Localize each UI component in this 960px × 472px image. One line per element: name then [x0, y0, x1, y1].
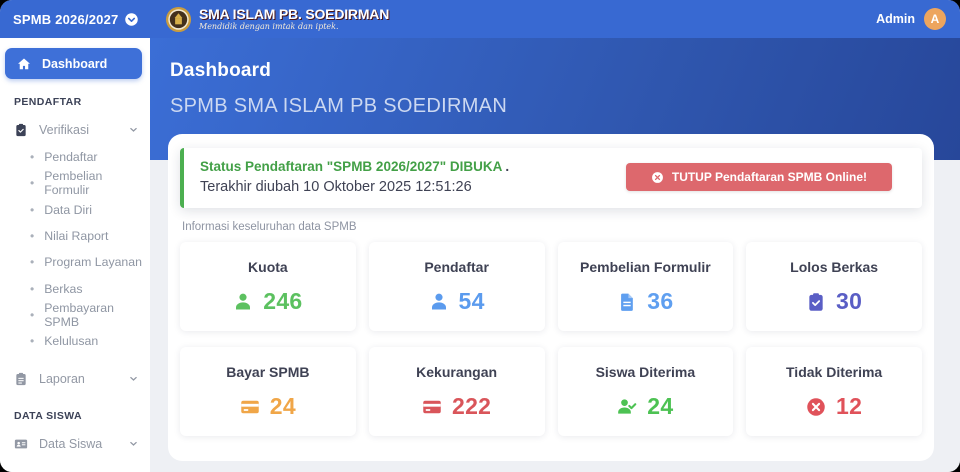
school-emblem-icon — [165, 6, 192, 33]
sidebar-subitem[interactable]: • Kelulusan — [0, 328, 150, 354]
sidebar-item-data-siswa[interactable]: Data Siswa — [14, 435, 138, 453]
content-panel: Status Pendaftaran "SPMB 2026/2027" DIBU… — [168, 134, 934, 461]
chevron-down-icon — [129, 370, 138, 388]
file-icon — [617, 292, 637, 312]
clipboard-check-icon — [16, 123, 26, 137]
sidebar-item-label: Data Siswa — [39, 437, 103, 452]
stat-value: 36 — [647, 288, 674, 314]
status-updated-text: Terakhir diubah 10 Oktober 2025 12:51:26 — [200, 179, 472, 195]
chevron-down-icon — [129, 435, 138, 453]
home-icon — [18, 58, 30, 69]
status-text: Status Pendaftaran "SPMB 2026/2027" DIBU… — [200, 159, 510, 174]
sidebar-section-data-siswa: DATA SISWA — [14, 410, 82, 423]
user-icon — [429, 292, 449, 312]
stat-value: 24 — [269, 393, 296, 419]
brand-title: SPMB 2026/2027 — [13, 11, 119, 27]
sidebar-subitem-label: Pendaftar — [44, 150, 98, 165]
clipboard-check-icon — [806, 292, 826, 312]
close-registration-button[interactable]: TUTUP Pendaftaran SPMB Online! — [625, 163, 892, 191]
page-title: Dashboard — [170, 60, 272, 81]
sidebar-subitem-label: Pembelian Formulir — [44, 169, 103, 198]
school-logo: SMA ISLAM PB. SOEDIRMAN Mendidik dengan … — [165, 6, 389, 33]
stat-value: 54 — [458, 288, 485, 314]
bullet-icon: • — [30, 307, 35, 322]
verifikasi-submenu: • Pendaftar • Pembelian Formulir • Data … — [0, 144, 150, 354]
sidebar-section-pendaftar: PENDAFTAR — [14, 96, 82, 108]
sidebar-subitem-label: Berkas — [44, 281, 83, 296]
sidebar-subitem[interactable]: • Pendaftar — [0, 144, 150, 170]
stat-value: 24 — [647, 393, 674, 419]
user-icon — [233, 292, 253, 312]
bullet-icon: • — [30, 229, 35, 244]
stat-title: Kuota — [248, 259, 288, 275]
bullet-icon: • — [30, 255, 35, 270]
sidebar-subitem-label: Nilai Raport — [44, 229, 109, 244]
bullet-icon: • — [30, 202, 35, 217]
sidebar-subitem-label: Data Diri — [44, 202, 93, 217]
stat-card: Bayar SPMB 24 — [180, 347, 356, 436]
stat-title: Lolos Berkas — [790, 259, 879, 275]
stat-card: Lolos Berkas 30 — [746, 242, 922, 331]
sidebar-subitem[interactable]: • Berkas — [0, 275, 150, 301]
logo-tagline: Mendidik dengan imtak dan iptek. — [199, 22, 339, 31]
clipboard-icon — [16, 373, 26, 386]
circle-chevron-down-icon[interactable] — [124, 12, 139, 27]
stat-title: Pembelian Formulir — [580, 259, 711, 275]
stat-card: Pembelian Formulir 36 — [557, 242, 734, 331]
bullet-icon: • — [30, 176, 35, 191]
brand-box: SPMB 2026/2027 — [0, 0, 150, 38]
sidebar-subitem-label: Pembayaran SPMB — [44, 300, 114, 329]
sidebar-subitem-label: Program Layanan — [44, 255, 142, 270]
sidebar-subitem[interactable]: • Data Diri — [0, 197, 150, 223]
stat-value: 30 — [836, 288, 863, 314]
chevron-down-icon — [129, 121, 138, 139]
credit-card-icon — [422, 397, 442, 417]
close-registration-label: TUTUP Pendaftaran SPMB Online! — [671, 170, 867, 184]
sidebar-subitem-label: Kelulusan — [44, 334, 99, 349]
stat-title: Kekurangan — [416, 364, 498, 380]
stat-title: Pendaftar — [424, 259, 489, 275]
stat-value: 222 — [451, 393, 492, 419]
sidebar-subitem[interactable]: • Pembayaran SPMB — [0, 300, 150, 329]
stat-title: Bayar SPMB — [226, 364, 310, 380]
sidebar-item-verifikasi[interactable]: Verifikasi — [14, 121, 138, 139]
logo-title: SMA ISLAM PB. SOEDIRMAN — [199, 6, 390, 22]
sidebar-subitem[interactable]: • Program Layanan — [0, 249, 150, 275]
stats-grid: Kuota 246 Pendaftar 54 Pembelian Formuli… — [180, 242, 922, 436]
sidebar-item-label: Laporan — [39, 372, 85, 387]
sidebar-item-dashboard[interactable]: Dashboard — [5, 48, 142, 79]
stat-card: Tidak Diterima 12 — [746, 347, 922, 436]
topbar-right: Admin A — [876, 8, 960, 30]
sidebar-subitem[interactable]: • Nilai Raport — [0, 223, 150, 249]
top-bar: SPMB 2026/2027 SMA ISLAM PB. SOEDIRMAN M… — [0, 0, 960, 38]
bullet-icon: • — [30, 334, 35, 349]
stat-card: Pendaftar 54 — [368, 242, 545, 331]
avatar[interactable]: A — [924, 8, 946, 30]
stat-card: Kuota 246 — [180, 242, 356, 331]
credit-card-icon — [240, 397, 260, 417]
bullet-icon: • — [30, 281, 35, 296]
bullet-icon: • — [30, 150, 35, 165]
page-subtitle: SPMB SMA ISLAM PB SOEDIRMAN — [170, 95, 508, 117]
stat-value: 12 — [836, 393, 863, 419]
sidebar-item-label: Dashboard — [42, 56, 108, 71]
stat-title: Siswa Diterima — [595, 364, 696, 380]
stat-title: Tidak Diterima — [786, 364, 883, 380]
stat-value: 246 — [263, 288, 303, 314]
admin-label[interactable]: Admin — [876, 12, 915, 26]
sidebar: Dashboard PENDAFTAR Verifikasi • Pendaft… — [0, 38, 150, 472]
times-circle-icon — [806, 397, 826, 417]
sidebar-item-laporan[interactable]: Laporan — [14, 370, 138, 388]
registration-status-card: Status Pendaftaran "SPMB 2026/2027" DIBU… — [180, 148, 922, 208]
main-area: Dashboard SPMB SMA ISLAM PB SOEDIRMAN St… — [150, 38, 960, 472]
id-card-icon — [14, 440, 28, 449]
stat-card: Siswa Diterima 24 — [557, 347, 734, 436]
stat-card: Kekurangan 222 — [368, 347, 545, 436]
sidebar-subitem[interactable]: • Pembelian Formulir — [0, 169, 150, 198]
sidebar-item-label: Verifikasi — [39, 123, 90, 137]
user-check-icon — [617, 397, 637, 417]
info-label: Informasi keseluruhan data SPMB — [182, 221, 357, 233]
times-circle-icon — [651, 171, 663, 183]
